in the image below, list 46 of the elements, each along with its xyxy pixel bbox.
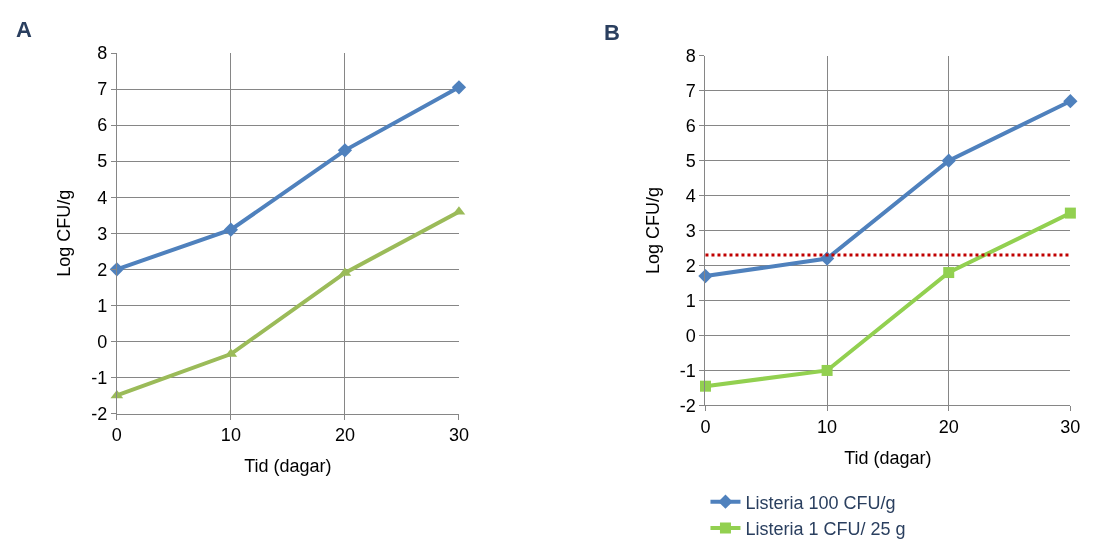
x-tick-label: 20 bbox=[334, 425, 355, 446]
y-tick-label: 4 bbox=[97, 187, 108, 208]
point bbox=[941, 153, 956, 168]
x-axis-title: Tid (dagar) bbox=[844, 448, 932, 469]
x-tick-label: 20 bbox=[938, 417, 959, 438]
y-tick-label: -1 bbox=[91, 367, 108, 388]
y-axis-title: Log CFU/g bbox=[54, 189, 75, 277]
y-tick-label: 3 bbox=[97, 223, 108, 244]
y-tick-label: 2 bbox=[97, 259, 108, 280]
y-tick-label: 1 bbox=[97, 295, 108, 316]
x-tick-label: 0 bbox=[700, 417, 711, 438]
y-tick-label: 6 bbox=[685, 115, 696, 136]
y-tick-label: 7 bbox=[685, 81, 696, 101]
x-tick-label: 10 bbox=[220, 425, 241, 446]
point bbox=[821, 364, 833, 376]
point bbox=[337, 143, 353, 158]
x-tick-label: 0 bbox=[111, 425, 122, 446]
chart-title: A bbox=[16, 17, 32, 42]
chart-title: B bbox=[604, 20, 620, 45]
y-tick-label: 4 bbox=[685, 185, 696, 206]
y-tick-label: 1 bbox=[685, 290, 696, 311]
y-tick-label: -2 bbox=[91, 403, 108, 424]
y-tick-label: 6 bbox=[97, 115, 108, 136]
y-tick-label: 8 bbox=[97, 43, 108, 64]
y-axis-title: Log CFU/g bbox=[643, 187, 664, 275]
x-tick-label: 30 bbox=[1060, 417, 1081, 438]
y-tick-label: 0 bbox=[97, 331, 108, 352]
y-tick-label: 0 bbox=[685, 325, 696, 346]
y-tick-label: 3 bbox=[685, 220, 696, 241]
x-axis-title: Tid (dagar) bbox=[244, 456, 332, 477]
y-tick-label: 5 bbox=[97, 151, 108, 172]
y-tick-label: -1 bbox=[679, 360, 696, 381]
point bbox=[943, 267, 955, 279]
y-tick-label: -2 bbox=[679, 395, 696, 416]
y-tick-label: 2 bbox=[685, 255, 696, 276]
y-tick-label: 8 bbox=[685, 46, 696, 67]
x-tick-label: 10 bbox=[817, 417, 838, 438]
point bbox=[1063, 94, 1078, 109]
point bbox=[223, 222, 239, 237]
legend-label: Listeria 100 CFU/g bbox=[745, 492, 896, 513]
y-tick-label: 5 bbox=[685, 150, 696, 171]
point bbox=[1064, 207, 1076, 219]
legend-label: Listeria 1 CFU/ 25 g bbox=[745, 519, 906, 540]
x-tick-label: 30 bbox=[448, 425, 469, 446]
point bbox=[451, 80, 467, 95]
y-tick-label: 7 bbox=[97, 79, 108, 100]
